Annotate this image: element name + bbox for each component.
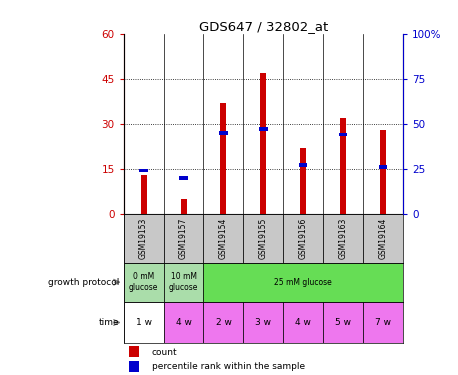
Text: 10 mM
glucose: 10 mM glucose [169,273,198,292]
Bar [284,302,323,343]
Bar [340,118,346,214]
Bar [323,214,363,262]
Bar [129,346,139,357]
Text: count: count [152,348,177,357]
Bar [363,214,403,262]
Text: GSM19153: GSM19153 [139,217,148,259]
Text: GSM19155: GSM19155 [259,217,268,259]
Text: GSM19157: GSM19157 [179,217,188,259]
Title: GDS647 / 32802_at: GDS647 / 32802_at [199,20,328,33]
Text: GSM19163: GSM19163 [338,217,348,259]
Text: 7 w: 7 w [375,318,391,327]
Bar [259,128,267,131]
Text: 1 w: 1 w [136,318,152,327]
Bar [124,214,164,262]
Bar [180,176,188,180]
Bar [139,169,148,172]
Text: time: time [98,318,119,327]
Text: 0 mM
glucose: 0 mM glucose [129,273,158,292]
Bar [129,361,139,372]
Bar [219,131,228,135]
Bar [260,73,267,214]
Bar [363,302,403,343]
Bar [380,130,386,214]
Bar [164,214,203,262]
Text: GSM19164: GSM19164 [379,217,387,259]
Bar [300,148,306,214]
Bar [323,302,363,343]
Bar [203,262,403,302]
Bar [164,302,203,343]
Text: percentile rank within the sample: percentile rank within the sample [152,362,305,371]
Bar [243,214,284,262]
Text: GSM19156: GSM19156 [299,217,308,259]
Bar [203,302,243,343]
Bar [299,164,307,167]
Text: 25 mM glucose: 25 mM glucose [274,278,332,286]
Text: 2 w: 2 w [216,318,231,327]
Text: GSM19154: GSM19154 [219,217,228,259]
Text: 4 w: 4 w [175,318,191,327]
Bar [220,103,226,214]
Text: 4 w: 4 w [295,318,311,327]
Bar [203,214,243,262]
Bar [164,262,203,302]
Bar [124,302,164,343]
Bar [124,262,164,302]
Text: 5 w: 5 w [335,318,351,327]
Text: 3 w: 3 w [256,318,271,327]
Bar [284,214,323,262]
Bar [141,175,147,214]
Bar [243,302,284,343]
Bar [379,165,387,169]
Bar [339,133,347,136]
Bar [180,199,186,214]
Text: growth protocol: growth protocol [48,278,119,286]
